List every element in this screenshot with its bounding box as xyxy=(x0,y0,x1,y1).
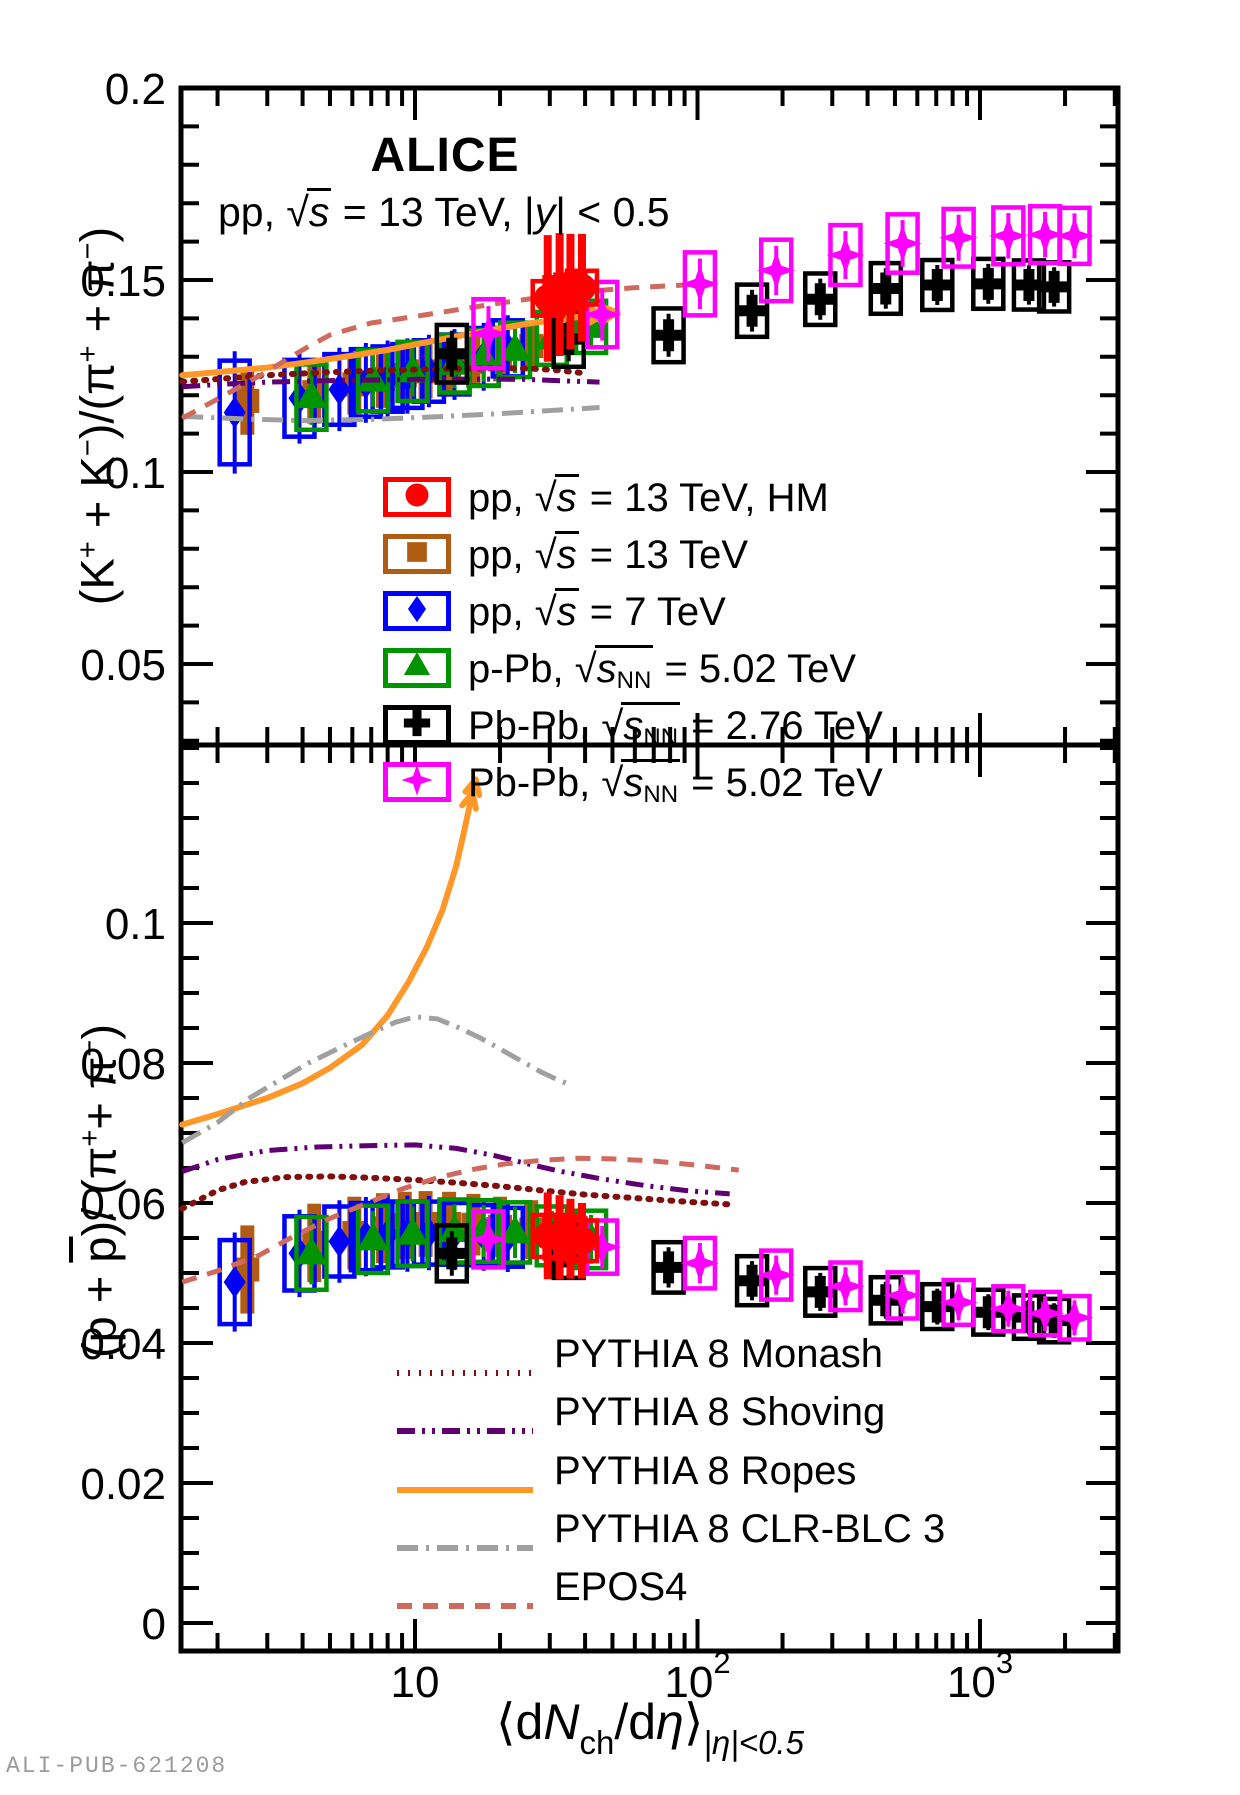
y-tick-label: 0.06 xyxy=(80,1180,166,1229)
plus-marker-icon xyxy=(389,703,445,748)
curve-epos4-top xyxy=(181,281,720,421)
legend-row-pbpb276: Pb-Pb, √sNN = 2.76 TeV xyxy=(383,701,883,749)
experiment-title: ALICE xyxy=(370,129,520,182)
model-label: PYTHIA 8 Ropes xyxy=(554,1448,857,1493)
series-pp13HM-bottom xyxy=(530,1192,600,1280)
x-tick-label: 102 xyxy=(664,1645,730,1707)
curve-epos4-bottom xyxy=(181,1155,740,1285)
collision-subtitle: pp, √s = 13 TeV, |y| < 0.5 xyxy=(218,188,670,236)
subtitle-prefix: pp, xyxy=(218,189,287,235)
subtitle-post: | < 0.5 xyxy=(555,189,670,235)
legend-marker-box xyxy=(383,762,451,802)
rapidity-variable: y xyxy=(534,189,556,235)
subtitle-mid: = 13 TeV, | xyxy=(331,189,535,235)
panel-frame-bottom xyxy=(178,742,1121,1654)
y-tick-label: 0.1 xyxy=(105,449,166,498)
series-PbPb502-top xyxy=(469,204,1094,371)
y-axis-title-bottom: (p + p)/ (π++ π−) xyxy=(72,1024,126,1358)
legend-row-pp7: pp, √s = 7 TeV xyxy=(383,587,726,634)
tick-labels: 0.05 0.1 0.15 0.2 0 0.02 0.04 0.06 0.08 0.1 10 102 1… xyxy=(80,65,1013,1707)
x-tick-label: 103 xyxy=(947,1645,1013,1707)
legend-row-ppb502: p-Pb, √sNN = 5.02 TeV xyxy=(383,644,856,692)
legend-marker-box xyxy=(383,477,451,517)
y-tick-label: 0.05 xyxy=(80,641,166,690)
radical-sign: √ xyxy=(601,703,624,748)
curve-monash-top xyxy=(179,365,589,385)
model-label: PYTHIA 8 Shoving xyxy=(554,1389,886,1434)
dashed-line-sample-icon xyxy=(397,1579,533,1609)
radical-sign: √ xyxy=(534,532,557,577)
diamond-marker-icon xyxy=(389,589,445,634)
legend-marker-box xyxy=(383,534,451,574)
pbar-symbol: p xyxy=(72,1236,126,1263)
x-tick-label: 10 xyxy=(391,1658,440,1707)
series-PbPb502-bottom xyxy=(469,1209,1094,1342)
x-axis-title: ⟨dNch/dη⟩|η|<0.5 xyxy=(496,1694,804,1761)
star-marker-icon xyxy=(389,760,445,805)
legend-row-pbpb502: Pb-Pb, √sNN = 5.02 TeV xyxy=(383,758,883,806)
y-tick-label: 0.04 xyxy=(80,1320,166,1369)
square-marker-icon xyxy=(389,532,445,577)
y-tick-label: 0.02 xyxy=(80,1460,166,1509)
y-tick-label: 0.08 xyxy=(80,1040,166,1089)
legend-row-pp13hm: pp, √s = 13 TeV, HM xyxy=(383,473,829,520)
legend-row-shoving: PYTHIA 8 Shoving xyxy=(397,1389,885,1435)
radical-sign: √ xyxy=(286,189,309,235)
dashdotdot-line-sample-icon xyxy=(397,1404,533,1434)
legend-marker-box xyxy=(383,591,451,631)
model-label: PYTHIA 8 Monash xyxy=(554,1331,884,1376)
figure-id-watermark: ALI-PUB-621208 xyxy=(6,1753,228,1779)
legend-row-epos4: EPOS4 xyxy=(397,1564,687,1610)
series-pp13HM-top xyxy=(530,233,600,362)
dashdot-line-sample-icon xyxy=(397,1521,533,1551)
curve-shoving-top xyxy=(182,376,600,390)
legend-label: p-Pb, xyxy=(468,646,575,691)
legend-label: pp, xyxy=(468,532,535,577)
curve-clrblc3-bottom xyxy=(180,1014,574,1145)
y-tick-label: 0.1 xyxy=(105,900,166,949)
legend-row-clrblc3: PYTHIA 8 CLR-BLC 3 xyxy=(397,1506,945,1552)
curve-shoving-bottom xyxy=(181,1142,730,1197)
radical-sign: √ xyxy=(534,589,557,634)
legend-label: pp, xyxy=(468,475,535,520)
y-tick-label: 0.15 xyxy=(80,257,166,306)
circle-marker-icon xyxy=(389,475,445,520)
dotted-line-sample-icon xyxy=(397,1346,533,1376)
legend-label: Pb-Pb, xyxy=(468,760,602,805)
y-axis-title-top: (K+ + K−)/(π+ + π−) xyxy=(70,226,124,606)
model-label: PYTHIA 8 CLR-BLC 3 xyxy=(554,1506,946,1551)
legend-marker-box xyxy=(383,648,451,688)
model-label: EPOS4 xyxy=(554,1564,688,1609)
model-curves xyxy=(179,281,740,1285)
legend-label: pp, xyxy=(468,589,535,634)
legend-label: Pb-Pb, xyxy=(468,703,602,748)
y-tick-label: 0.2 xyxy=(105,65,166,114)
radical-sign: √ xyxy=(574,646,597,691)
triangle-marker-icon xyxy=(389,646,445,691)
curve-monash-bottom xyxy=(179,1173,733,1212)
legend-row-monash: PYTHIA 8 Monash xyxy=(397,1331,883,1377)
solid-line-sample-icon xyxy=(397,1463,533,1493)
legend-row-ropes: PYTHIA 8 Ropes xyxy=(397,1448,856,1494)
sqrt-argument: s xyxy=(308,189,330,235)
radical-sign: √ xyxy=(534,475,557,520)
curve-ropes-bottom xyxy=(179,776,479,1128)
legend-row-pp13: pp, √s = 13 TeV xyxy=(383,530,748,577)
legend-marker-box xyxy=(383,705,451,745)
y-tick-label: 0 xyxy=(142,1600,166,1649)
radical-sign: √ xyxy=(601,760,624,805)
axes xyxy=(178,85,1121,1654)
